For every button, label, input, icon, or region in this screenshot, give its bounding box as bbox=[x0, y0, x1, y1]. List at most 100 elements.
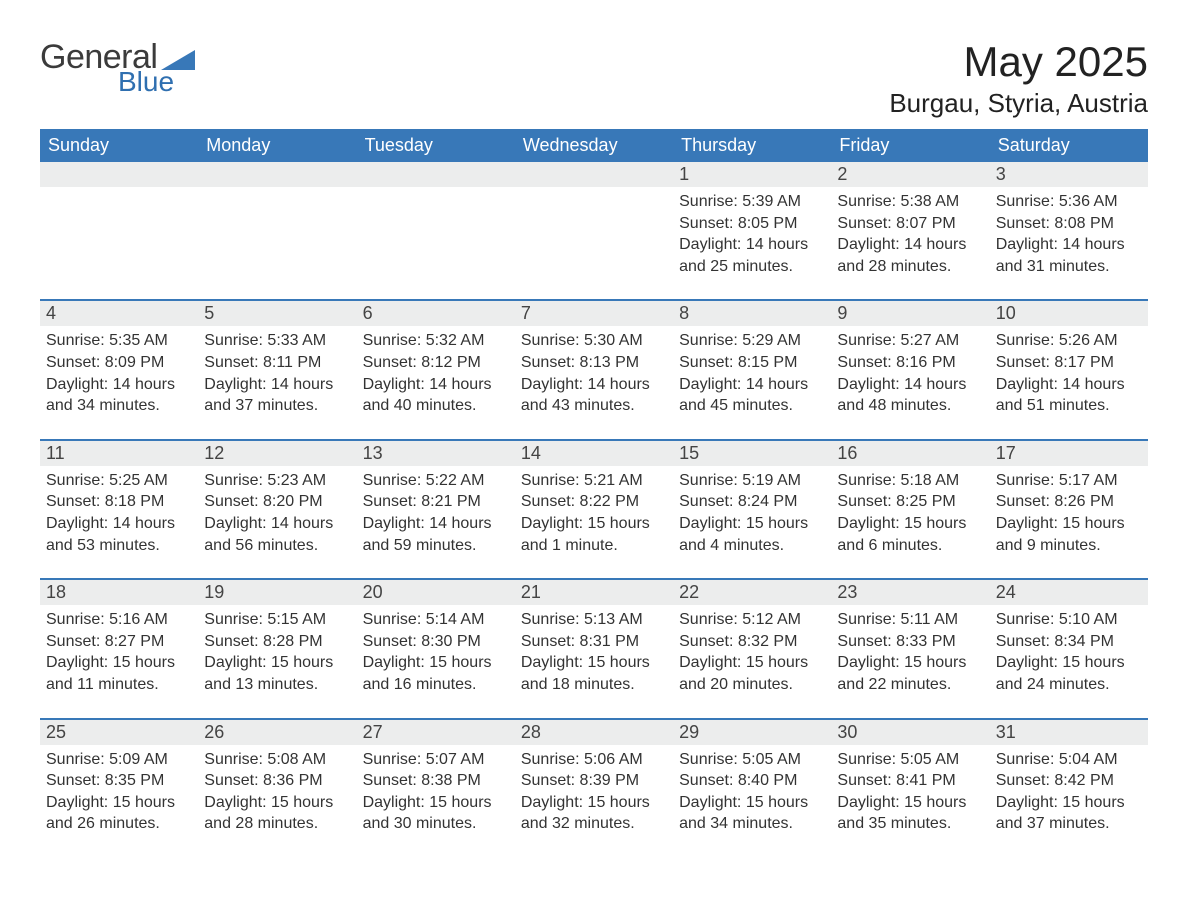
calendar-day-number-cell: 9 bbox=[831, 300, 989, 326]
sunset-text: Sunset: 8:27 PM bbox=[46, 631, 192, 653]
sunset-text: Sunset: 8:42 PM bbox=[996, 770, 1142, 792]
sunset-text: Sunset: 8:16 PM bbox=[837, 352, 983, 374]
calendar-body: 123 Sunrise: 5:39 AMSunset: 8:05 PMDayli… bbox=[40, 162, 1148, 857]
sunset-text: Sunset: 8:05 PM bbox=[679, 213, 825, 235]
daylight-text: Daylight: 14 hours and 31 minutes. bbox=[996, 234, 1142, 277]
sunset-text: Sunset: 8:30 PM bbox=[363, 631, 509, 653]
calendar-content-row: Sunrise: 5:25 AMSunset: 8:18 PMDaylight:… bbox=[40, 466, 1148, 579]
calendar-day-cell: Sunrise: 5:09 AMSunset: 8:35 PMDaylight:… bbox=[40, 745, 198, 857]
sunrise-text: Sunrise: 5:32 AM bbox=[363, 330, 509, 352]
calendar-day-number-cell: 31 bbox=[990, 719, 1148, 745]
calendar-day-cell: Sunrise: 5:10 AMSunset: 8:34 PMDaylight:… bbox=[990, 605, 1148, 718]
daylight-text: Daylight: 15 hours and 20 minutes. bbox=[679, 652, 825, 695]
sunset-text: Sunset: 8:38 PM bbox=[363, 770, 509, 792]
sunrise-text: Sunrise: 5:25 AM bbox=[46, 470, 192, 492]
calendar-day-cell: Sunrise: 5:05 AMSunset: 8:41 PMDaylight:… bbox=[831, 745, 989, 857]
daylight-text: Daylight: 14 hours and 40 minutes. bbox=[363, 374, 509, 417]
calendar-daynum-row: 123 bbox=[40, 162, 1148, 187]
daylight-text: Daylight: 14 hours and 45 minutes. bbox=[679, 374, 825, 417]
sunrise-text: Sunrise: 5:12 AM bbox=[679, 609, 825, 631]
calendar-day-number-cell: 13 bbox=[357, 440, 515, 466]
sunrise-text: Sunrise: 5:38 AM bbox=[837, 191, 983, 213]
calendar-day-number-cell: 30 bbox=[831, 719, 989, 745]
calendar-day-cell: Sunrise: 5:12 AMSunset: 8:32 PMDaylight:… bbox=[673, 605, 831, 718]
location-label: Burgau, Styria, Austria bbox=[889, 88, 1148, 119]
sunrise-text: Sunrise: 5:06 AM bbox=[521, 749, 667, 771]
daylight-text: Daylight: 14 hours and 51 minutes. bbox=[996, 374, 1142, 417]
day-number: 3 bbox=[996, 164, 1006, 184]
calendar-day-number-cell: 26 bbox=[198, 719, 356, 745]
calendar-day-cell: Sunrise: 5:38 AMSunset: 8:07 PMDaylight:… bbox=[831, 187, 989, 300]
calendar-day-cell bbox=[357, 187, 515, 300]
day-number: 24 bbox=[996, 582, 1016, 602]
daylight-text: Daylight: 14 hours and 53 minutes. bbox=[46, 513, 192, 556]
day-number: 22 bbox=[679, 582, 699, 602]
calendar-day-cell: Sunrise: 5:04 AMSunset: 8:42 PMDaylight:… bbox=[990, 745, 1148, 857]
calendar-day-cell: Sunrise: 5:11 AMSunset: 8:33 PMDaylight:… bbox=[831, 605, 989, 718]
calendar-day-cell: Sunrise: 5:21 AMSunset: 8:22 PMDaylight:… bbox=[515, 466, 673, 579]
sunrise-text: Sunrise: 5:33 AM bbox=[204, 330, 350, 352]
title-block: May 2025 Burgau, Styria, Austria bbox=[889, 40, 1148, 119]
sunset-text: Sunset: 8:11 PM bbox=[204, 352, 350, 374]
daylight-text: Daylight: 14 hours and 25 minutes. bbox=[679, 234, 825, 277]
calendar-daynum-row: 25262728293031 bbox=[40, 719, 1148, 745]
calendar-day-number-cell: 21 bbox=[515, 579, 673, 605]
calendar-header-row: SundayMondayTuesdayWednesdayThursdayFrid… bbox=[40, 129, 1148, 162]
calendar-day-number-cell: 2 bbox=[831, 162, 989, 187]
sunrise-text: Sunrise: 5:05 AM bbox=[679, 749, 825, 771]
day-number: 20 bbox=[363, 582, 383, 602]
calendar-header-cell: Monday bbox=[198, 129, 356, 162]
calendar-day-cell: Sunrise: 5:25 AMSunset: 8:18 PMDaylight:… bbox=[40, 466, 198, 579]
daylight-text: Daylight: 14 hours and 56 minutes. bbox=[204, 513, 350, 556]
sunrise-text: Sunrise: 5:29 AM bbox=[679, 330, 825, 352]
header: General Blue May 2025 Burgau, Styria, Au… bbox=[40, 40, 1148, 119]
day-number: 27 bbox=[363, 722, 383, 742]
calendar-day-number-cell bbox=[357, 162, 515, 187]
day-number: 30 bbox=[837, 722, 857, 742]
sunset-text: Sunset: 8:39 PM bbox=[521, 770, 667, 792]
sunset-text: Sunset: 8:36 PM bbox=[204, 770, 350, 792]
calendar-day-number-cell bbox=[198, 162, 356, 187]
sunset-text: Sunset: 8:15 PM bbox=[679, 352, 825, 374]
sunset-text: Sunset: 8:08 PM bbox=[996, 213, 1142, 235]
calendar-day-number-cell: 19 bbox=[198, 579, 356, 605]
daylight-text: Daylight: 15 hours and 35 minutes. bbox=[837, 792, 983, 835]
sunrise-text: Sunrise: 5:07 AM bbox=[363, 749, 509, 771]
sunset-text: Sunset: 8:24 PM bbox=[679, 491, 825, 513]
daylight-text: Daylight: 14 hours and 48 minutes. bbox=[837, 374, 983, 417]
calendar-daynum-row: 11121314151617 bbox=[40, 440, 1148, 466]
calendar-daynum-row: 45678910 bbox=[40, 300, 1148, 326]
sunset-text: Sunset: 8:40 PM bbox=[679, 770, 825, 792]
daylight-text: Daylight: 15 hours and 24 minutes. bbox=[996, 652, 1142, 695]
sunset-text: Sunset: 8:35 PM bbox=[46, 770, 192, 792]
daylight-text: Daylight: 15 hours and 13 minutes. bbox=[204, 652, 350, 695]
calendar-header-cell: Saturday bbox=[990, 129, 1148, 162]
daylight-text: Daylight: 15 hours and 37 minutes. bbox=[996, 792, 1142, 835]
page-title: May 2025 bbox=[889, 40, 1148, 84]
sunrise-text: Sunrise: 5:35 AM bbox=[46, 330, 192, 352]
daylight-text: Daylight: 15 hours and 22 minutes. bbox=[837, 652, 983, 695]
day-number: 15 bbox=[679, 443, 699, 463]
daylight-text: Daylight: 15 hours and 32 minutes. bbox=[521, 792, 667, 835]
sunrise-text: Sunrise: 5:19 AM bbox=[679, 470, 825, 492]
day-number: 21 bbox=[521, 582, 541, 602]
sunrise-text: Sunrise: 5:04 AM bbox=[996, 749, 1142, 771]
daylight-text: Daylight: 14 hours and 28 minutes. bbox=[837, 234, 983, 277]
sunrise-text: Sunrise: 5:14 AM bbox=[363, 609, 509, 631]
calendar-day-cell: Sunrise: 5:29 AMSunset: 8:15 PMDaylight:… bbox=[673, 326, 831, 439]
calendar-day-number-cell: 10 bbox=[990, 300, 1148, 326]
calendar-day-cell: Sunrise: 5:05 AMSunset: 8:40 PMDaylight:… bbox=[673, 745, 831, 857]
sunrise-text: Sunrise: 5:27 AM bbox=[837, 330, 983, 352]
daylight-text: Daylight: 15 hours and 30 minutes. bbox=[363, 792, 509, 835]
sunset-text: Sunset: 8:25 PM bbox=[837, 491, 983, 513]
calendar-content-row: Sunrise: 5:16 AMSunset: 8:27 PMDaylight:… bbox=[40, 605, 1148, 718]
calendar-day-cell: Sunrise: 5:36 AMSunset: 8:08 PMDaylight:… bbox=[990, 187, 1148, 300]
calendar-day-number-cell: 14 bbox=[515, 440, 673, 466]
daylight-text: Daylight: 15 hours and 26 minutes. bbox=[46, 792, 192, 835]
day-number: 25 bbox=[46, 722, 66, 742]
brand-logo: General Blue bbox=[40, 40, 195, 96]
day-number: 16 bbox=[837, 443, 857, 463]
sunrise-text: Sunrise: 5:10 AM bbox=[996, 609, 1142, 631]
calendar-day-cell: Sunrise: 5:18 AMSunset: 8:25 PMDaylight:… bbox=[831, 466, 989, 579]
calendar-daynum-row: 18192021222324 bbox=[40, 579, 1148, 605]
